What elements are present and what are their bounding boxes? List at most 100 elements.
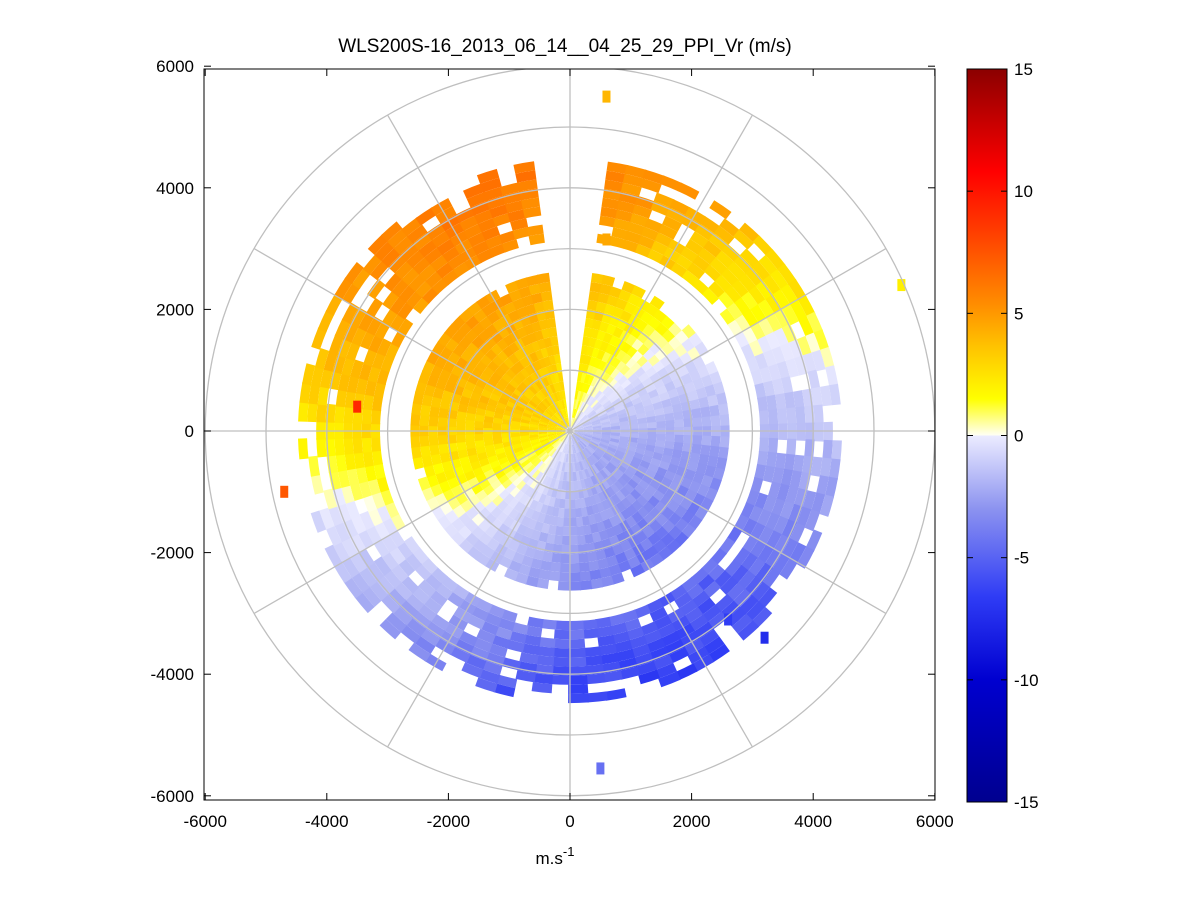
velocity-gate bbox=[531, 292, 544, 304]
velocity-gate bbox=[451, 583, 470, 600]
velocity-gate bbox=[634, 366, 646, 379]
y-tick-label: -6000 bbox=[151, 787, 194, 806]
velocity-gate bbox=[354, 591, 375, 614]
velocity-gate bbox=[773, 327, 790, 348]
velocity-gate bbox=[371, 449, 383, 466]
velocity-gate bbox=[376, 504, 391, 523]
colorbar-tick-label: -15 bbox=[1014, 793, 1039, 812]
velocity-gate bbox=[576, 461, 582, 472]
velocity-gate bbox=[587, 514, 597, 525]
velocity-gate bbox=[341, 302, 359, 324]
velocity-gate bbox=[687, 646, 710, 664]
velocity-gate bbox=[577, 451, 583, 462]
velocity-gate bbox=[412, 391, 425, 405]
velocity-gate bbox=[406, 249, 426, 269]
velocity-gate bbox=[750, 322, 766, 341]
velocity-gate bbox=[805, 332, 821, 355]
velocity-gate bbox=[675, 254, 694, 271]
velocity-gate bbox=[811, 386, 823, 408]
velocity-gate bbox=[767, 481, 781, 500]
velocity-gate bbox=[583, 496, 592, 507]
velocity-gate bbox=[603, 451, 614, 460]
velocity-gate bbox=[364, 464, 377, 482]
velocity-gate bbox=[479, 495, 493, 508]
velocity-gate bbox=[655, 662, 677, 679]
velocity-gate bbox=[548, 420, 558, 426]
velocity-gate bbox=[780, 376, 794, 395]
velocity-gate bbox=[401, 267, 421, 286]
velocity-gate bbox=[615, 349, 627, 362]
velocity-gate bbox=[549, 373, 557, 384]
velocity-gate bbox=[430, 395, 442, 408]
velocity-gate bbox=[525, 625, 543, 638]
velocity-gate bbox=[641, 360, 654, 373]
velocity-gate bbox=[556, 427, 566, 431]
velocity-gate bbox=[605, 486, 616, 497]
velocity-gate bbox=[721, 243, 742, 263]
velocity-gate bbox=[540, 388, 549, 398]
velocity-gate bbox=[576, 480, 583, 490]
velocity-gate bbox=[438, 629, 460, 648]
velocity-gate bbox=[507, 508, 520, 520]
velocity-gate bbox=[554, 451, 561, 461]
velocity-gate bbox=[389, 313, 406, 332]
velocity-gate bbox=[583, 428, 593, 431]
velocity-gate bbox=[598, 643, 618, 656]
velocity-gate bbox=[633, 652, 654, 667]
velocity-gate bbox=[529, 434, 539, 439]
velocity-gate bbox=[815, 475, 829, 497]
velocity-gate bbox=[637, 479, 650, 491]
velocity-gate bbox=[623, 482, 635, 494]
velocity-gate bbox=[704, 465, 716, 479]
velocity-gate bbox=[397, 301, 414, 320]
velocity-gate bbox=[573, 421, 581, 428]
velocity-gate bbox=[334, 318, 351, 340]
velocity-gate bbox=[766, 313, 783, 334]
x-tick-label: -6000 bbox=[183, 812, 226, 831]
velocity-gate bbox=[781, 538, 799, 560]
velocity-gate bbox=[528, 283, 542, 296]
velocity-gate bbox=[547, 434, 557, 438]
velocity-gate bbox=[536, 646, 555, 657]
velocity-gate bbox=[713, 570, 732, 589]
velocity-gate bbox=[718, 446, 729, 460]
velocity-gate bbox=[483, 468, 495, 479]
velocity-gate bbox=[487, 376, 499, 388]
velocity-gate bbox=[466, 404, 478, 415]
velocity-gate bbox=[692, 355, 706, 370]
velocity-gate bbox=[571, 444, 575, 454]
x-axis-label: m.s-1 bbox=[536, 844, 575, 868]
velocity-gate bbox=[398, 284, 417, 303]
velocity-gate bbox=[553, 414, 561, 422]
velocity-gate bbox=[516, 401, 527, 409]
velocity-gate bbox=[508, 472, 520, 483]
velocity-gate bbox=[655, 440, 666, 449]
velocity-gate bbox=[496, 338, 509, 351]
velocity-gate bbox=[658, 224, 678, 240]
velocity-gate bbox=[373, 556, 392, 576]
velocity-gate bbox=[518, 286, 532, 299]
velocity-gate bbox=[376, 338, 392, 357]
velocity-gate bbox=[671, 403, 683, 414]
velocity-gate bbox=[328, 470, 342, 491]
velocity-gate bbox=[575, 381, 581, 391]
velocity-gate bbox=[563, 508, 570, 518]
velocity-gate bbox=[332, 486, 346, 507]
velocity-gate bbox=[546, 446, 555, 454]
velocity-gate bbox=[811, 349, 826, 372]
velocity-gate bbox=[441, 460, 453, 472]
velocity-gate bbox=[796, 422, 806, 441]
velocity-gate bbox=[574, 428, 584, 431]
velocity-gate bbox=[664, 639, 685, 656]
velocity-gate bbox=[630, 643, 651, 658]
velocity-gate bbox=[759, 410, 769, 426]
velocity-gate bbox=[493, 683, 516, 698]
velocity-gate bbox=[600, 397, 610, 406]
velocity-gate bbox=[630, 563, 645, 578]
velocity-gate bbox=[361, 407, 373, 425]
velocity-gate bbox=[540, 439, 550, 445]
velocity-gate bbox=[539, 420, 549, 426]
velocity-gate bbox=[792, 454, 805, 474]
velocity-gate bbox=[415, 207, 437, 226]
velocity-gate bbox=[537, 531, 549, 543]
